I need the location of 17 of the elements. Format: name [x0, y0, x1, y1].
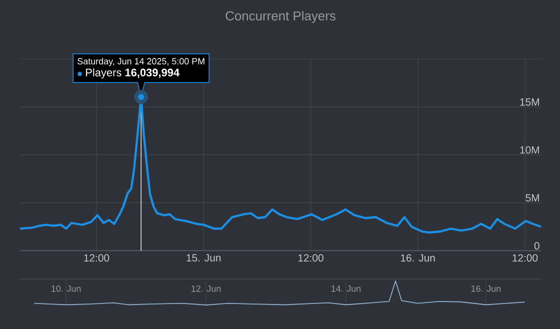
x-tick-label: 10. Jun — [52, 285, 81, 292]
annotation: Saturday, Jun 14 2025, 5:00 PM — [78, 58, 204, 66]
y-tick-label: 0 — [534, 242, 540, 250]
x-tick-label: 12:00 — [298, 254, 324, 262]
x-tick-label: 14. Jun — [332, 286, 360, 292]
x-tick-label: 12:00 — [84, 254, 110, 262]
x-tick-label: 16. Jun — [400, 254, 435, 262]
x-tick-label: 16. Jun — [471, 285, 500, 292]
x-tick-label: 15. Jun — [186, 254, 221, 262]
legend-label: Players — [86, 68, 122, 79]
chart-title: Concurrent Players — [226, 10, 336, 24]
x-tick-label: 12:00 — [512, 254, 538, 262]
data-label: 16,039,994 — [125, 68, 180, 78]
y-tick-label: 5M — [526, 194, 539, 202]
y-tick-label: 15M — [520, 98, 539, 106]
y-tick-label: 10M — [520, 146, 539, 154]
x-tick-label: 12. Jun — [192, 285, 221, 292]
